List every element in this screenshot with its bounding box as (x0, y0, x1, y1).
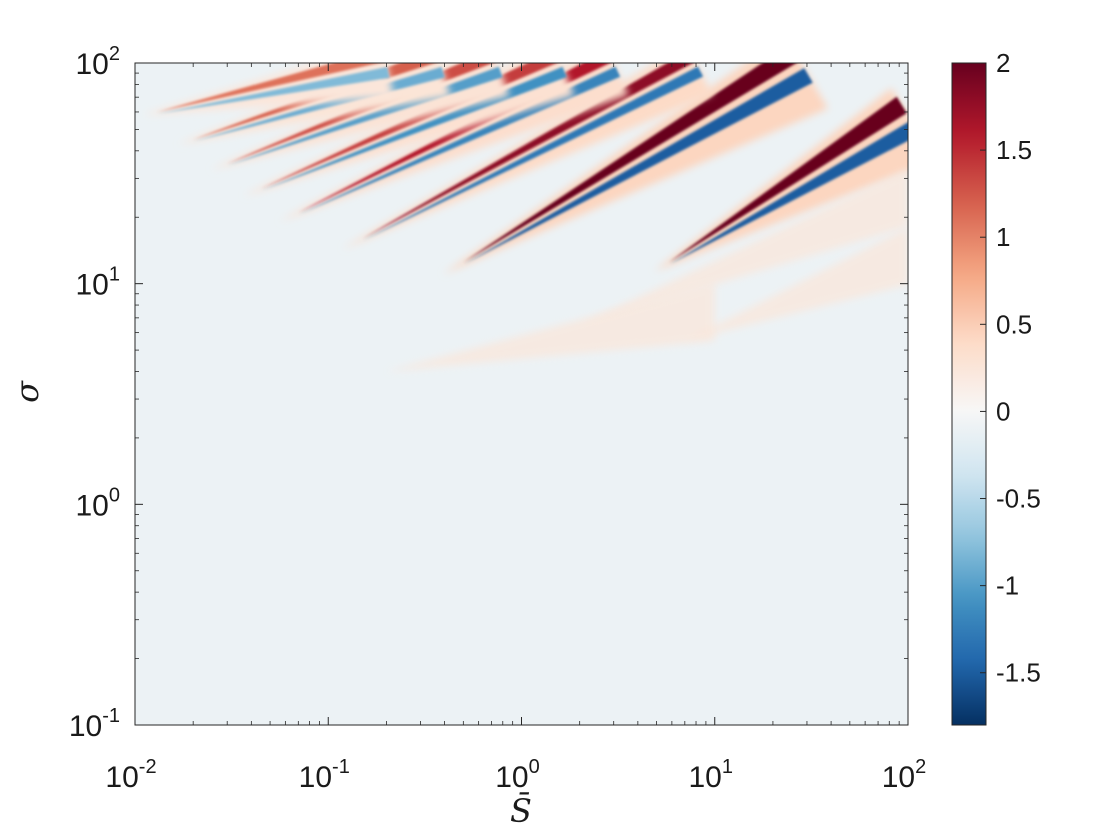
y-tick-label: 101 (76, 264, 121, 302)
x-tick-label: 10-1 (299, 756, 350, 794)
x-tick-label: 100 (495, 756, 540, 794)
heatmap-band (342, 63, 713, 250)
x-tick-label: 10-2 (105, 756, 156, 794)
band-trough (464, 68, 813, 265)
colorbar-tick-label: 2 (996, 48, 1010, 78)
colorbar: 2 1.5 1 0.5 0 -0.5 -1 -1.5 (951, 48, 1041, 726)
band-peak (362, 63, 693, 239)
y-tick-label: 100 (76, 484, 121, 522)
heatmap-band (654, 88, 908, 272)
heatmap-band (443, 63, 828, 275)
band-trough (670, 122, 908, 264)
y-tick-label: 102 (76, 43, 121, 81)
colorbar-tick-label: 0.5 (996, 309, 1032, 339)
colorbar-tick-label: -0.5 (996, 484, 1041, 514)
colorbar-tick-label: -1 (996, 571, 1019, 601)
plot-area: 10-2 10-1 100 101 102 10-1 100 101 102 (69, 43, 927, 794)
colorbar-tick-label: -1.5 (996, 658, 1041, 688)
faint-stripe (386, 283, 715, 372)
x-axis-title: S̄ (510, 792, 532, 830)
y-axis: 10-1 100 101 102 (69, 43, 908, 743)
band-halo (143, 63, 394, 115)
y-tick-label: 10-1 (69, 705, 120, 743)
band-peak (669, 96, 907, 263)
colorbar-tick-label: 1.5 (996, 135, 1032, 165)
x-tick-label: 101 (689, 756, 734, 794)
colorbar-tick-label: 0 (996, 396, 1010, 426)
colorbar-ticks: 2 1.5 1 0.5 0 -0.5 -1 -1.5 (980, 48, 1041, 688)
colorbar-tick-label: 1 (996, 222, 1010, 252)
band-peak (298, 63, 611, 213)
band-trough (157, 66, 390, 114)
band-trough (363, 66, 704, 241)
heatmap-bands (143, 63, 908, 372)
x-tick-label: 102 (882, 756, 927, 794)
faint-stripe (684, 227, 908, 341)
colorbar-gradient (951, 62, 987, 726)
band-halo (654, 88, 908, 272)
y-axis-title: σ (8, 380, 46, 403)
faint-stripe (579, 169, 908, 325)
heatmap-band (143, 63, 394, 115)
